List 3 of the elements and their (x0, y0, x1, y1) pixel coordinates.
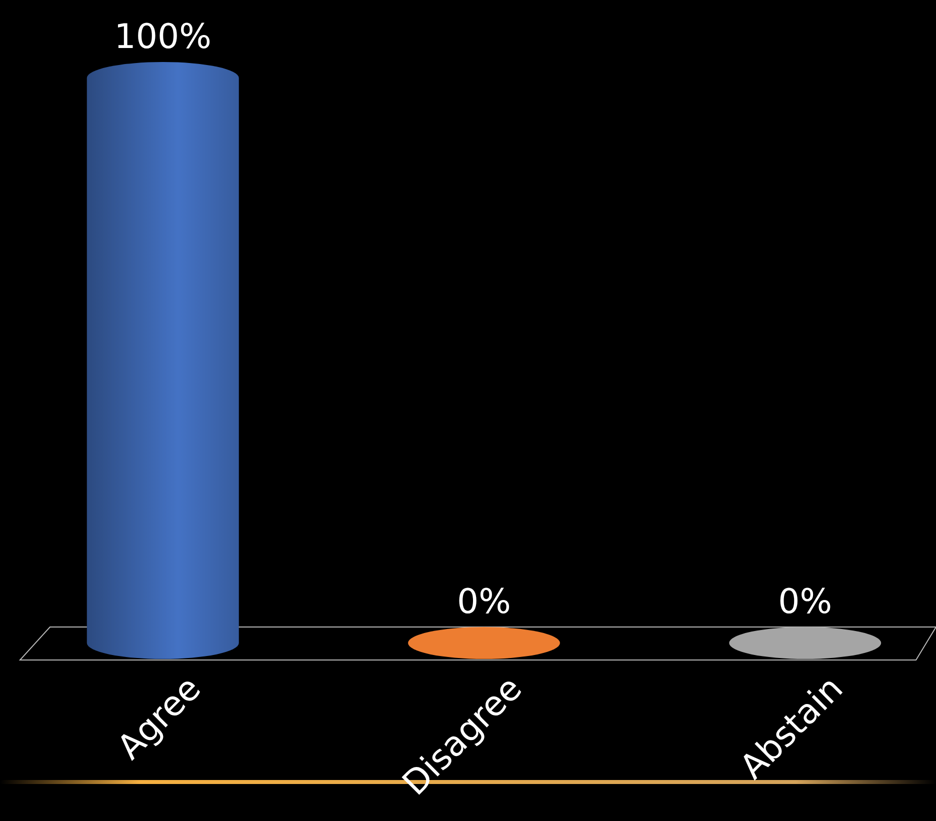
data-label: 100% (114, 17, 212, 57)
data-label: 0% (778, 582, 832, 622)
data-label: 0% (457, 582, 511, 622)
